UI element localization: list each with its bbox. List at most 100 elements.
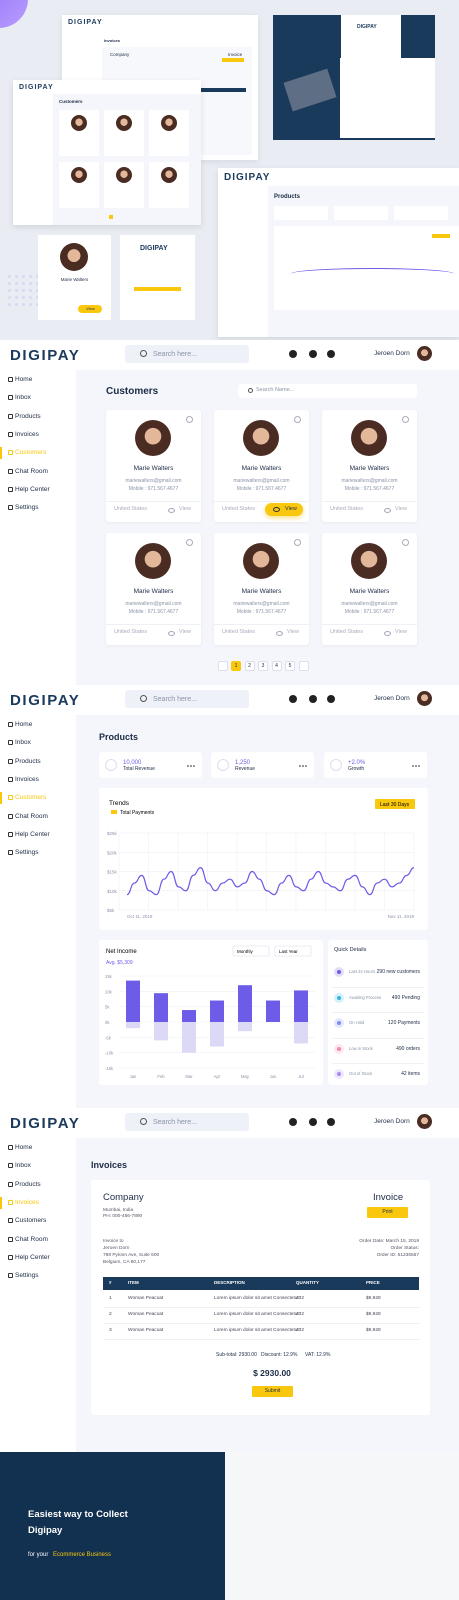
nav-icon (8, 776, 13, 782)
favorite-icon[interactable] (294, 539, 301, 546)
submit-button[interactable]: Submit (252, 1386, 293, 1397)
y-tick-label: $10k (107, 889, 118, 894)
more-dot[interactable] (187, 765, 189, 767)
nav-item[interactable]: Help Center (15, 1253, 50, 1261)
nav-item[interactable]: Customers (15, 794, 47, 802)
nav-item[interactable]: Inbox (15, 394, 31, 402)
search-box[interactable]: Search here... (125, 345, 249, 363)
nav-item[interactable]: Settings (15, 849, 39, 857)
page-button[interactable]: 2 (244, 661, 255, 671)
nav-item[interactable]: Chat Room (15, 812, 48, 820)
header-icon[interactable] (289, 350, 297, 358)
x-label: Oct 11, 2019 (127, 914, 153, 919)
header-icon[interactable] (327, 350, 335, 358)
favorite-icon[interactable] (402, 416, 409, 423)
dropdown[interactable] (274, 945, 312, 957)
nav-item[interactable]: Customers (15, 449, 47, 457)
eye-icon[interactable] (276, 631, 283, 636)
view-label[interactable]: View (395, 629, 407, 635)
x-tick-label: Jun (270, 1074, 277, 1079)
view-label[interactable]: View (179, 506, 191, 512)
print-button[interactable]: Print (367, 1207, 408, 1218)
header-icon[interactable] (327, 1118, 335, 1126)
eye-icon[interactable] (168, 631, 175, 636)
nav-item[interactable]: Inbox (15, 739, 31, 747)
nav-item[interactable]: Products (15, 412, 41, 420)
header-icon[interactable] (309, 1118, 317, 1126)
favorite-icon[interactable] (186, 539, 193, 546)
nav-item[interactable]: Products (15, 1180, 41, 1188)
eye-icon[interactable] (168, 508, 175, 513)
favorite-icon[interactable] (186, 416, 193, 423)
dropdown[interactable] (232, 945, 270, 957)
nav-item[interactable]: Help Center (15, 830, 50, 838)
view-button[interactable]: View (265, 503, 303, 516)
more-dot[interactable] (299, 765, 301, 767)
more-dot[interactable] (190, 765, 192, 767)
nav-item[interactable]: Chat Room (15, 1235, 48, 1243)
nav-item[interactable]: Chat Room (15, 467, 48, 475)
customer-email: mariewalters@gmail.com (341, 478, 398, 484)
y-tick-label: 0k (105, 1020, 110, 1025)
more-dot[interactable] (418, 765, 420, 767)
nav-item[interactable]: Customers (15, 1217, 47, 1225)
header-icon[interactable] (289, 695, 297, 703)
favorite-icon[interactable] (294, 416, 301, 423)
header-icon[interactable] (309, 695, 317, 703)
favorite-icon[interactable] (402, 539, 409, 546)
header-icon[interactable] (309, 350, 317, 358)
customer-card: Marie Walters mariewalters@gmail.com Mobil… (322, 533, 417, 645)
header-icon[interactable] (289, 1118, 297, 1126)
customer-name: Marie Walters (349, 465, 390, 472)
range-button[interactable] (375, 799, 415, 809)
nav-item[interactable]: Settings (15, 1272, 39, 1280)
nav-item[interactable]: Home (15, 721, 33, 728)
more-dot[interactable] (412, 765, 414, 767)
nav-item[interactable]: Products (15, 757, 41, 765)
more-dot[interactable] (193, 765, 195, 767)
nav-item[interactable]: Invoices (15, 430, 39, 438)
divider (322, 624, 417, 625)
page-next[interactable] (299, 661, 309, 671)
more-dot[interactable] (302, 765, 304, 767)
eye-icon[interactable] (384, 508, 391, 513)
customer-email: mariewalters@gmail.com (233, 478, 290, 484)
invoice-card (91, 1180, 430, 1415)
page-button[interactable]: 5 (285, 661, 295, 671)
page-button[interactable]: 3 (258, 661, 268, 671)
more-dot[interactable] (415, 765, 417, 767)
x-tick-label: Jan (130, 1074, 137, 1079)
search-box[interactable]: Search here... (125, 1113, 249, 1131)
eye-icon[interactable] (384, 631, 391, 636)
nav-item[interactable]: Help Center (15, 485, 50, 493)
table-cell: Woman Peacoat (128, 1328, 164, 1333)
page-button[interactable]: 1 (231, 661, 241, 671)
mockup-card (104, 162, 144, 208)
view-label[interactable]: View (395, 506, 407, 512)
nav-item[interactable]: Home (15, 376, 33, 383)
customer-search[interactable]: Search Name... (238, 384, 417, 398)
nav-item[interactable]: Invoices (15, 1198, 39, 1206)
nav-item[interactable]: Settings (15, 504, 39, 512)
view-label[interactable]: View (287, 629, 299, 635)
avatar (351, 543, 387, 579)
mockup-logo: DIGIPAY (19, 84, 54, 91)
mockup-side (340, 58, 435, 138)
avatar (161, 115, 177, 131)
page-prev[interactable] (218, 661, 228, 671)
divider (214, 501, 309, 502)
view-label[interactable]: View (179, 629, 191, 635)
nav-icon (8, 740, 13, 746)
nav-item[interactable]: Invoices (15, 775, 39, 783)
mockup-card (104, 110, 144, 156)
search-box[interactable]: Search here... (125, 690, 249, 708)
page-button[interactable]: 4 (271, 661, 282, 671)
nav-item[interactable]: Home (15, 1144, 33, 1151)
header-icon[interactable] (327, 695, 335, 703)
table-cell: $9,928 (366, 1312, 381, 1317)
nav-item[interactable]: Inbox (15, 1162, 31, 1170)
nav-icon (8, 1218, 13, 1224)
y-tick-label: -15k (105, 1066, 114, 1071)
more-dot[interactable] (305, 765, 307, 767)
mockup-card (59, 110, 99, 156)
